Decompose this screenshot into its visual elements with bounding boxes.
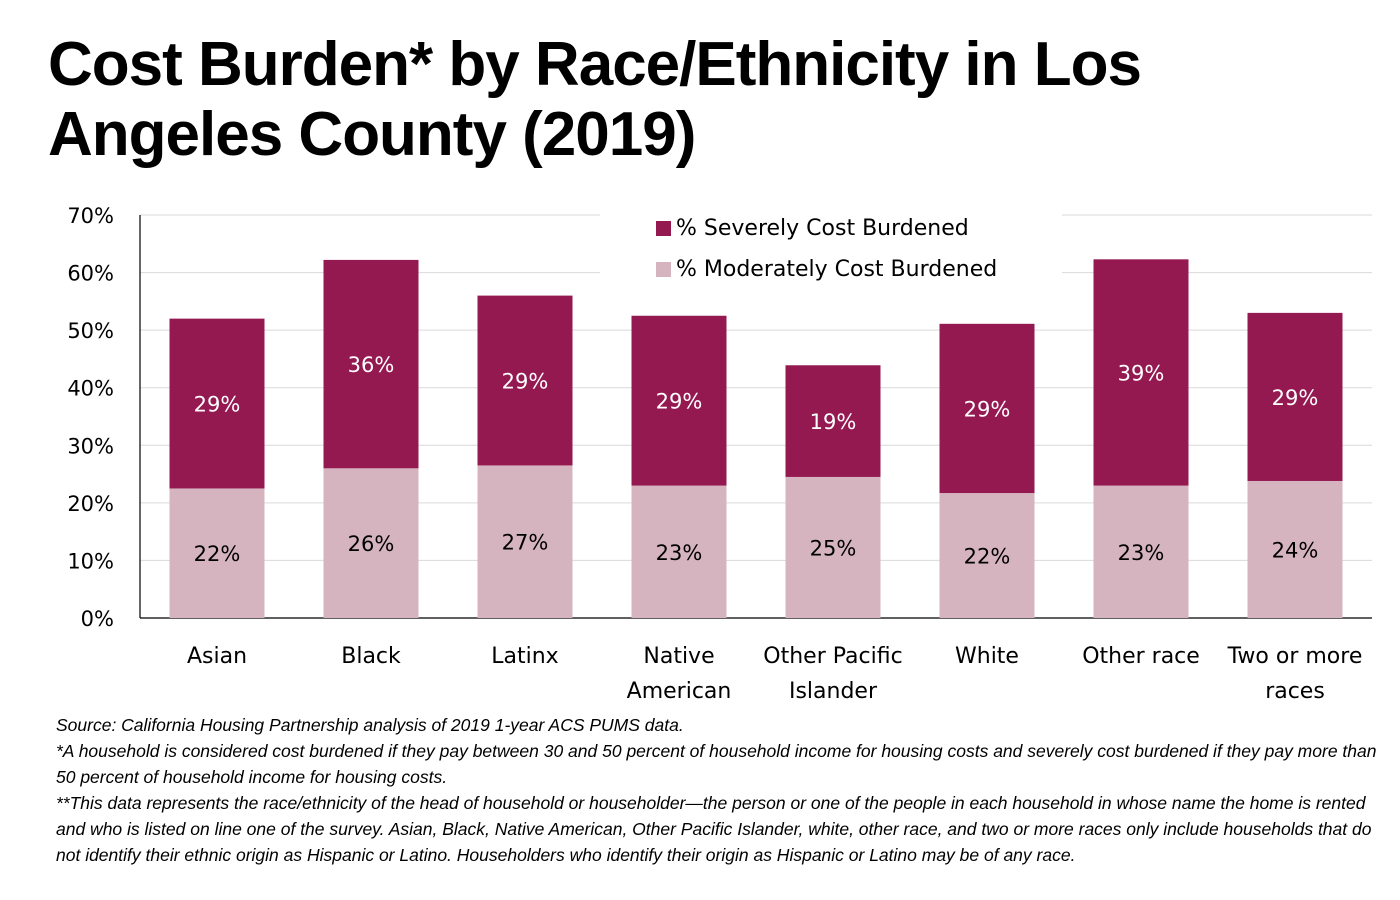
legend-swatch bbox=[656, 221, 671, 236]
data-label: 29% bbox=[964, 397, 1011, 421]
x-category-label: American bbox=[627, 679, 732, 704]
bar-severe bbox=[631, 315, 727, 486]
bar-moderate bbox=[631, 485, 727, 618]
y-tick-label: 20% bbox=[67, 492, 114, 516]
data-label: 29% bbox=[194, 393, 241, 417]
bar-severe bbox=[1093, 259, 1189, 486]
data-label: 27% bbox=[502, 531, 549, 555]
legend-label: % Moderately Cost Burdened bbox=[676, 257, 997, 282]
y-tick-label: 40% bbox=[67, 377, 114, 401]
data-label: 29% bbox=[656, 390, 703, 414]
x-category-label: Other Pacific bbox=[763, 644, 902, 669]
x-category-label: Asian bbox=[187, 644, 247, 669]
bar-severe bbox=[785, 365, 881, 477]
x-category-label: Other race bbox=[1082, 644, 1200, 669]
bar-moderate bbox=[1247, 480, 1343, 618]
stacked-bar-chart: 0% 10% 20% 30% 40% 50% 60% 70% 22% 29% Asian 26% 36%… bbox=[67, 204, 1372, 704]
data-label: 23% bbox=[1118, 541, 1165, 565]
data-label: 29% bbox=[502, 370, 549, 394]
legend-label: % Severely Cost Burdened bbox=[676, 216, 969, 241]
data-label: 39% bbox=[1118, 361, 1165, 385]
chart-title: Cost Burden* by Race/Ethnicity in Los An… bbox=[48, 30, 1142, 169]
y-tick-label: 10% bbox=[67, 549, 114, 573]
y-tick-label: 0% bbox=[81, 607, 114, 631]
data-label: 19% bbox=[810, 410, 857, 434]
householder-definition-note: **This data represents the race/ethnicit… bbox=[56, 793, 1372, 865]
source-note: Source: California Housing Partnership a… bbox=[56, 715, 684, 735]
data-label: 29% bbox=[1272, 386, 1319, 410]
bar-moderate bbox=[477, 465, 573, 618]
bar-moderate bbox=[785, 476, 881, 618]
data-label: 22% bbox=[964, 545, 1011, 569]
y-tick-label: 70% bbox=[67, 204, 114, 228]
x-category-label: Latinx bbox=[491, 644, 558, 669]
bar-severe bbox=[169, 318, 265, 489]
x-category-label: Native bbox=[643, 644, 714, 669]
cost-burden-definition-note: *A household is considered cost burdened… bbox=[56, 741, 1377, 787]
bar-severe bbox=[939, 323, 1035, 494]
x-category-label: White bbox=[955, 644, 1019, 669]
data-label: 23% bbox=[656, 541, 703, 565]
bar-moderate bbox=[1093, 485, 1189, 618]
x-category-label: Islander bbox=[789, 679, 878, 704]
y-tick-label: 50% bbox=[67, 319, 114, 343]
footnotes: Source: California Housing Partnership a… bbox=[56, 712, 1386, 868]
data-label: 26% bbox=[348, 532, 395, 556]
y-tick-label: 60% bbox=[67, 262, 114, 286]
data-label: 36% bbox=[348, 353, 395, 377]
data-label: 22% bbox=[194, 542, 241, 566]
legend-swatch bbox=[656, 262, 671, 277]
y-tick-label: 30% bbox=[67, 434, 114, 458]
bar-moderate bbox=[169, 488, 265, 618]
x-category-label: Black bbox=[341, 644, 401, 669]
data-label: 24% bbox=[1272, 538, 1319, 562]
bar-severe bbox=[1247, 312, 1343, 481]
bar-severe bbox=[323, 259, 419, 469]
legend-background bbox=[600, 207, 1062, 299]
bar-severe bbox=[477, 295, 573, 466]
x-category-label: Two or more bbox=[1227, 644, 1363, 669]
data-label: 25% bbox=[810, 536, 857, 560]
bar-moderate bbox=[939, 493, 1035, 618]
bar-moderate bbox=[323, 468, 419, 618]
x-category-label: races bbox=[1265, 679, 1325, 704]
